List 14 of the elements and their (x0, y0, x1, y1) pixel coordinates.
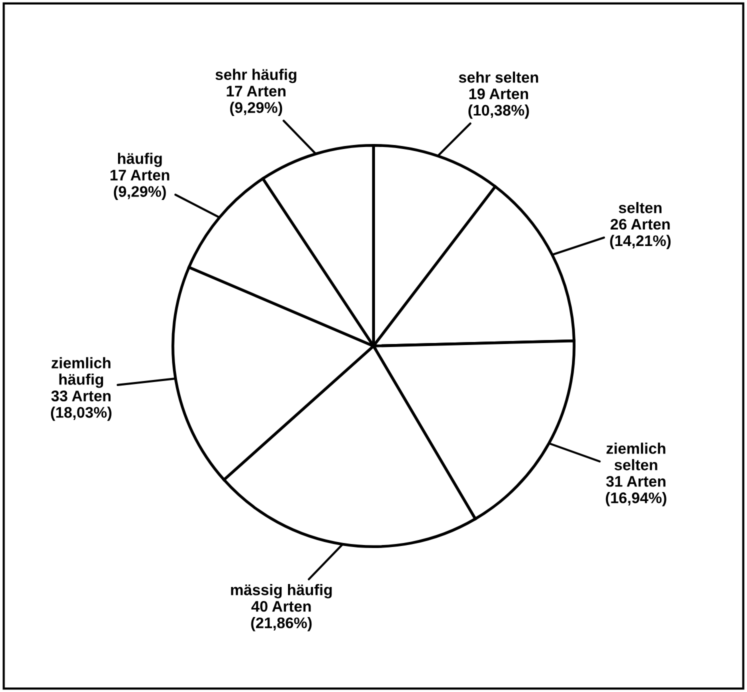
data-label: 33 Arten (18,03%) (50, 390, 112, 421)
data-label: 40 Arten (21,86%) (251, 600, 312, 632)
data-label: 17 Arten (9,29%) (226, 86, 286, 116)
slice-label: mässig häufig (231, 584, 332, 598)
slice-label: häufig (118, 152, 162, 168)
data-label: 26 Arten (14,21%) (610, 218, 671, 250)
slice-label: sehr selten (458, 72, 538, 83)
slice-label: sehr häufig (216, 68, 296, 84)
slice-label: ziemlich häufig (52, 357, 110, 388)
data-label: 31 Arten (16,94%) (606, 476, 666, 506)
data-label: 17 Arten (9,29%) (110, 170, 170, 200)
data-label: 19 Arten (10,38%) (468, 88, 529, 119)
slice-label: selten (618, 202, 662, 214)
slice-label: ziemlich selten (606, 442, 666, 470)
